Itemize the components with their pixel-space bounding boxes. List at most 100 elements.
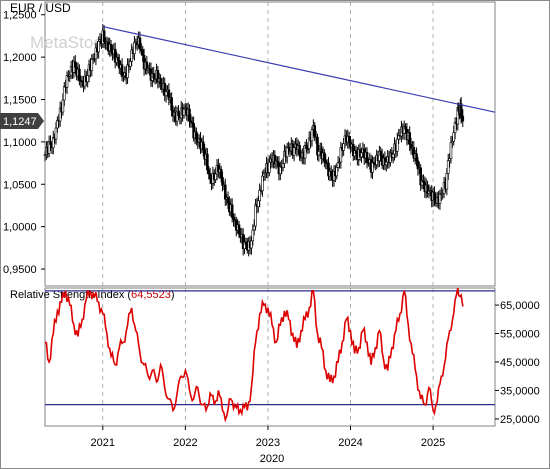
candle-body xyxy=(141,49,145,56)
rsi-y-tick-label: 55,0000 xyxy=(500,329,540,341)
price-y-tick-label: 1,1500 xyxy=(3,94,37,106)
candle-body xyxy=(335,167,339,177)
candle-body xyxy=(254,204,257,227)
candle-body xyxy=(62,86,66,101)
rsi-y-tick-label: 45,0000 xyxy=(500,357,540,369)
candle-body xyxy=(182,108,186,116)
candle-body xyxy=(73,61,77,68)
candle-body xyxy=(323,152,326,161)
candle-body xyxy=(261,175,264,192)
x-tick-label: 2024 xyxy=(338,437,362,449)
candle-body xyxy=(116,57,120,61)
candle-body xyxy=(102,30,106,43)
rsi-series-line xyxy=(44,287,464,423)
candle-body xyxy=(292,147,296,156)
x-tick-label: 2025 xyxy=(421,437,445,449)
candle-body xyxy=(54,127,58,140)
candle-body xyxy=(391,153,395,158)
candle-body xyxy=(342,143,345,151)
candle-body xyxy=(177,111,180,116)
candle-body xyxy=(244,241,248,245)
candle-body xyxy=(221,177,224,186)
candle-body xyxy=(262,173,266,177)
candle-body xyxy=(317,150,321,156)
candle-body xyxy=(61,99,65,113)
candle-body xyxy=(379,151,383,156)
candle-body xyxy=(371,162,374,173)
candle-body xyxy=(90,59,94,71)
candle-body xyxy=(129,61,132,67)
candle-body xyxy=(433,191,436,201)
candle-body xyxy=(78,68,81,81)
candle-body xyxy=(324,160,328,164)
candle-body xyxy=(395,138,399,152)
candle-body xyxy=(152,73,156,79)
candle-body xyxy=(232,217,235,221)
price-y-tick-label: 1,0000 xyxy=(3,222,37,234)
x-tick-label: 2023 xyxy=(256,437,280,449)
candle-body xyxy=(268,161,271,173)
x-tick-label: 2022 xyxy=(173,437,197,449)
rsi-y-tick-label: 65,0000 xyxy=(500,300,540,312)
candle-body xyxy=(404,126,407,130)
candle-body xyxy=(207,169,211,174)
candle-body xyxy=(223,184,227,200)
x-axis-year-label: 2020 xyxy=(260,453,284,465)
rsi-y-tick-label: 35,0000 xyxy=(500,385,540,397)
candle-body xyxy=(219,168,223,178)
candle-body xyxy=(258,189,261,202)
price-y-tick-label: 0,9500 xyxy=(3,264,37,276)
candle-body xyxy=(214,173,217,180)
candle-body xyxy=(384,161,388,166)
candle-body xyxy=(438,193,442,204)
metastock-watermark: MetaStock xyxy=(30,33,111,52)
candle-body xyxy=(313,125,317,138)
resistance-trendline xyxy=(102,25,496,113)
candle-body xyxy=(365,152,369,163)
price-title: EUR / USD xyxy=(10,1,71,15)
candle-body xyxy=(49,141,52,145)
price-y-tick-label: 1,1000 xyxy=(3,137,37,149)
candle-body xyxy=(120,64,124,77)
price-y-tick-label: 1,2500 xyxy=(3,10,37,22)
candle-body xyxy=(252,225,256,231)
candle-body xyxy=(159,78,162,84)
candle-body xyxy=(97,41,100,53)
candle-body xyxy=(208,173,212,180)
candle-body xyxy=(448,158,451,161)
candle-body xyxy=(408,132,411,145)
candle-body xyxy=(298,145,301,157)
price-y-tick-label: 1,2000 xyxy=(3,52,37,64)
candle-body xyxy=(195,131,198,140)
candle-body xyxy=(360,152,363,158)
candle-body xyxy=(257,200,260,208)
candle-body xyxy=(109,44,113,52)
candle-body xyxy=(138,37,142,50)
candle-body xyxy=(415,153,418,162)
price-y-tick-label: 1,0500 xyxy=(3,179,37,191)
candle-body xyxy=(170,97,173,111)
rsi-y-tick-label: 25,0000 xyxy=(500,414,540,426)
candle-body xyxy=(230,204,234,218)
x-tick-label: 2021 xyxy=(91,437,115,449)
candle-body xyxy=(237,224,241,235)
candle-body xyxy=(250,240,253,249)
candle-body xyxy=(446,160,450,174)
candle-body xyxy=(354,150,358,154)
candle-body xyxy=(206,153,209,171)
candle-body xyxy=(449,142,453,159)
candle-body xyxy=(133,42,136,54)
candle-body xyxy=(226,197,230,203)
candle-body xyxy=(188,108,191,122)
candle-body xyxy=(336,162,340,168)
candle-body xyxy=(86,75,89,83)
rsi-panel xyxy=(44,287,496,427)
candle-body xyxy=(281,163,285,169)
candle-body xyxy=(461,115,465,122)
rsi-title: Relative Strength Index (64,5523) xyxy=(10,289,175,301)
candle-body xyxy=(329,171,333,177)
candle-body xyxy=(201,141,205,151)
candle-body xyxy=(164,91,168,97)
price-panel xyxy=(44,1,496,287)
